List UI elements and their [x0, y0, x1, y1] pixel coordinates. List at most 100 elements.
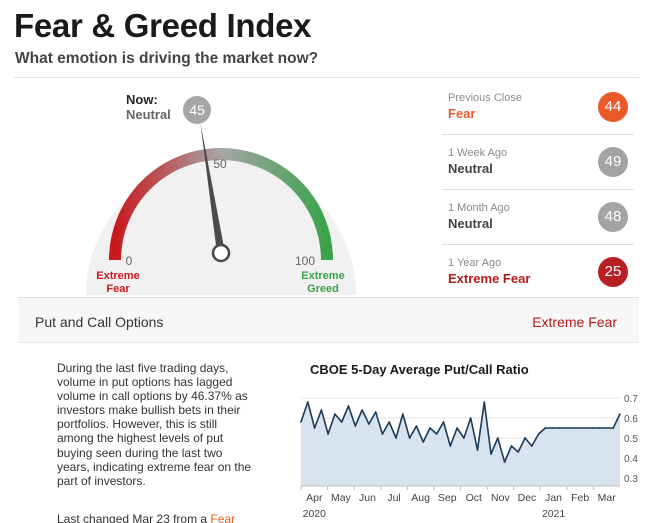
chart-point	[558, 427, 560, 429]
history-item-1-month-ago[interactable]: 1 Month Ago Neutral 48	[442, 190, 634, 245]
history-label: 1 Year Ago	[448, 257, 502, 269]
history-value-badge: 44	[598, 92, 628, 122]
gauge-needle	[200, 122, 225, 254]
history-label: 1 Month Ago	[448, 202, 510, 214]
y-tick-label: 0.3	[624, 474, 638, 485]
chart-point	[524, 437, 526, 439]
chart-point	[605, 427, 608, 429]
last-changed-prefix: Last changed Mar 23 from a	[57, 512, 211, 523]
chart-point	[442, 421, 445, 423]
fear-greed-gauge: 45 Now: Neutral 50 0 100 Extreme Fear Ex…	[86, 92, 356, 295]
chart-point	[381, 433, 384, 435]
chart-point	[300, 421, 302, 423]
chart-point	[544, 427, 547, 429]
chart-point	[415, 425, 418, 427]
page-subtitle: What emotion is driving the market now?	[15, 50, 319, 67]
x-tick-label: Nov	[491, 492, 510, 504]
chart-point	[537, 433, 540, 435]
gauge-arc	[109, 148, 333, 261]
chart-point	[510, 445, 513, 447]
chart-point	[449, 445, 452, 447]
chart-point	[483, 401, 486, 403]
chart-point	[395, 437, 397, 439]
history-status: Extreme Fear	[448, 271, 531, 286]
history-item-previous-close[interactable]: Previous Close Fear 44	[442, 80, 634, 135]
chart-point	[340, 421, 343, 423]
gauge-max-label: 100	[295, 254, 315, 268]
history-list: Previous Close Fear 44 1 Week Ago Neutra…	[442, 80, 634, 300]
indicator-status: Extreme Fear	[532, 314, 617, 330]
header-divider	[14, 77, 639, 78]
chart-point	[592, 427, 594, 429]
chart-point	[422, 441, 424, 443]
chart-point	[307, 401, 309, 403]
history-label: 1 Week Ago	[448, 147, 508, 159]
last-changed-text: Last changed Mar 23 from a Fear	[57, 512, 235, 523]
chart-point	[334, 413, 336, 415]
gauge-needle-pivot	[211, 243, 231, 263]
last-changed-link[interactable]: Fear	[210, 512, 236, 523]
chart-series-line	[300, 401, 621, 463]
chart-point	[531, 445, 533, 447]
y-tick-label: 0.7	[624, 394, 638, 405]
history-item-1-year-ago[interactable]: 1 Year Ago Extreme Fear 25	[442, 245, 634, 300]
chart-point	[612, 427, 614, 429]
chart-point	[347, 405, 350, 407]
chart-point	[598, 427, 601, 429]
history-value-badge: 25	[598, 257, 628, 287]
gauge-min-label: 0	[126, 254, 133, 268]
chart-point	[456, 427, 458, 429]
history-value-badge: 49	[598, 147, 628, 177]
chart-point	[585, 427, 587, 429]
now-label: Now:	[126, 92, 158, 107]
x-tick-label: Jun	[359, 492, 376, 504]
y-tick-label: 0.4	[624, 454, 638, 465]
chart-point	[313, 427, 316, 429]
chart-point	[374, 411, 377, 413]
chart-point	[619, 413, 621, 415]
page-title: Fear & Greed Index	[14, 7, 312, 44]
chart-point	[368, 423, 370, 425]
chart-point	[408, 437, 411, 439]
history-status: Neutral	[448, 161, 493, 176]
y-tick-label: 0.6	[624, 414, 638, 425]
x-tick-label: Dec	[518, 492, 537, 504]
chart-point	[578, 427, 581, 429]
chart-point	[551, 427, 553, 429]
chart-point	[571, 427, 574, 429]
x-year-label: 2021	[542, 508, 566, 520]
chart-point	[435, 433, 438, 435]
chart-point	[517, 451, 519, 453]
chart-point	[327, 433, 329, 435]
x-tick-label: Mar	[598, 492, 617, 504]
extreme-fear-label-line2: Fear	[106, 283, 130, 295]
chart-point	[388, 421, 390, 423]
now-value: 45	[189, 102, 205, 118]
x-tick-label: May	[331, 492, 352, 504]
chart-point	[463, 437, 465, 439]
x-tick-label: Sep	[438, 492, 457, 504]
y-tick-label: 0.5	[624, 434, 638, 445]
x-tick-label: Feb	[571, 492, 589, 504]
now-status: Neutral	[126, 107, 171, 122]
chart-point	[429, 427, 431, 429]
chart-area	[301, 402, 620, 486]
indicator-header[interactable]: Put and Call Options Extreme Fear	[18, 297, 639, 343]
history-item-1-week-ago[interactable]: 1 Week Ago Neutral 49	[442, 135, 634, 190]
gauge-face	[86, 160, 356, 295]
chart-point	[320, 409, 323, 411]
extreme-fear-label-line1: Extreme	[96, 270, 139, 282]
gauge-mid-label: 50	[213, 157, 227, 171]
chart-point	[402, 413, 404, 415]
chart-point	[503, 461, 506, 463]
x-year-label: 2020	[303, 508, 327, 520]
chart-title: CBOE 5-Day Average Put/Call Ratio	[310, 362, 529, 377]
x-tick-label: Jul	[387, 492, 400, 504]
x-tick-label: Jan	[545, 492, 562, 504]
indicator-description: During the last five trading days, volum…	[57, 361, 252, 488]
extreme-greed-label-line1: Extreme	[301, 270, 344, 282]
history-label: Previous Close	[448, 92, 522, 104]
chart-point	[564, 427, 567, 429]
x-tick-label: Aug	[411, 492, 430, 504]
put-call-ratio-chart: 0.3 0.4 0.5 0.6 0.7 Apr May Jun Jul Aug Sep Oct Nov D…	[300, 394, 638, 520]
